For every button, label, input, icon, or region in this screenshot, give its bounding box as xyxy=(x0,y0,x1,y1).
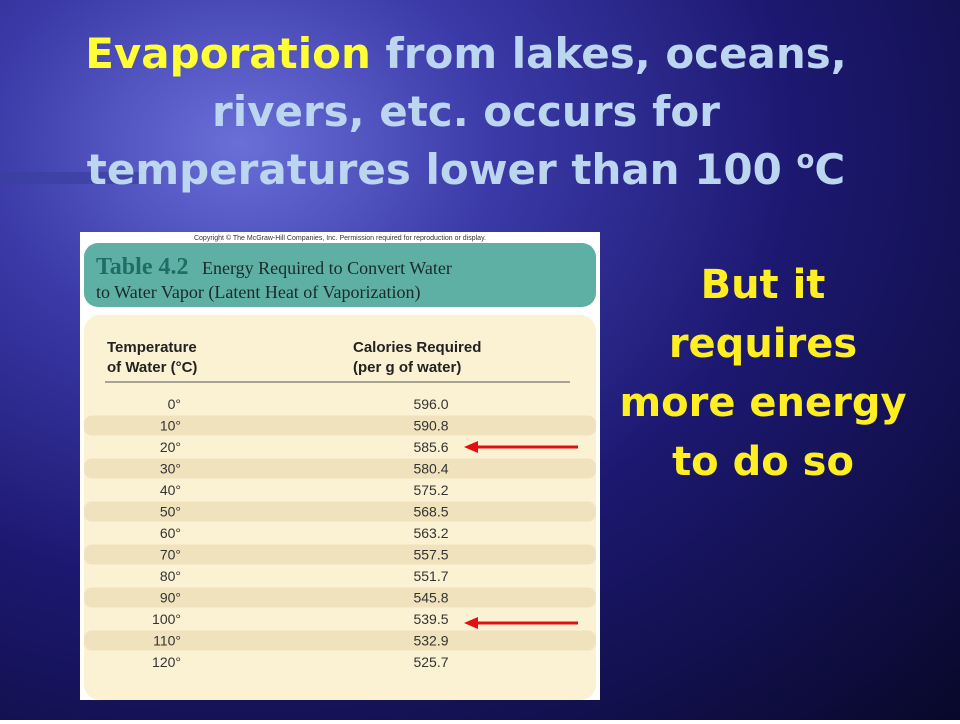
column-header: Calories Required xyxy=(353,339,481,356)
calories-cell: 539.5 xyxy=(413,611,448,627)
row-stripe xyxy=(84,630,596,651)
side-text-line: to do so xyxy=(672,439,854,485)
calories-cell: 580.4 xyxy=(413,461,448,477)
arrow xyxy=(464,441,578,453)
temperature-cell: 70° xyxy=(160,547,181,563)
title-unit: C xyxy=(814,145,845,194)
temperature-cell: 80° xyxy=(160,568,181,584)
side-text-line: But it xyxy=(701,262,826,308)
temperature-cell: 120° xyxy=(152,654,181,670)
copyright: Copyright © The McGraw-Hill Companies, I… xyxy=(194,234,486,242)
table: Temperature of Water (°C) Calories Require… xyxy=(84,339,596,670)
calories-cell: 590.8 xyxy=(413,418,448,434)
column-header: Temperature xyxy=(107,339,197,356)
temperature-cell: 90° xyxy=(160,590,181,606)
column-header: (per g of water) xyxy=(353,359,461,376)
arrow xyxy=(464,617,578,629)
accent-bar xyxy=(0,172,140,184)
title-text: temperatures lower than 100 xyxy=(87,145,782,194)
temperature-cell: 10° xyxy=(160,418,181,434)
calories-cell: 596.0 xyxy=(413,396,448,412)
temperature-cell: 60° xyxy=(160,525,181,541)
title-highlight: Evaporation xyxy=(85,29,371,78)
calories-cell: 545.8 xyxy=(413,590,448,606)
calories-cell: 551.7 xyxy=(413,568,448,584)
table-label: Table 4.2 xyxy=(96,254,188,280)
table-caption: to Water Vapor (Latent Heat of Vaporizat… xyxy=(96,282,420,303)
temperature-cell: 40° xyxy=(160,482,181,498)
temperature-cell: 30° xyxy=(160,461,181,477)
calories-cell: 563.2 xyxy=(413,525,448,541)
row-stripe xyxy=(84,501,596,522)
title-line: rivers, etc. occurs for xyxy=(212,87,720,136)
title-superscript: o xyxy=(797,145,815,175)
table-caption: Energy Required to Convert Water xyxy=(202,258,452,278)
side-text-line: requires xyxy=(669,321,857,367)
row-stripe xyxy=(84,544,596,565)
temperature-cell: 100° xyxy=(152,611,181,627)
row-stripe xyxy=(84,587,596,608)
row-stripe xyxy=(84,458,596,479)
calories-cell: 568.5 xyxy=(413,504,448,520)
title-line: temperatures lower than 100 oC xyxy=(87,145,845,194)
row-stripe xyxy=(84,415,596,436)
temperature-cell: 0° xyxy=(168,396,181,412)
calories-cell: 525.7 xyxy=(413,654,448,670)
calories-cell: 557.5 xyxy=(413,547,448,563)
calories-cell: 532.9 xyxy=(413,633,448,649)
temperature-cell: 20° xyxy=(160,439,181,455)
side-text: But it requires more energy to do so xyxy=(619,262,906,485)
side-text-line: more energy xyxy=(619,380,906,426)
title-text: from lakes, oceans, xyxy=(385,29,846,78)
calories-cell: 585.6 xyxy=(413,439,448,455)
temperature-cell: 50° xyxy=(160,504,181,520)
title-line: Evaporation from lakes, oceans, xyxy=(85,29,847,78)
column-header: of Water (°C) xyxy=(107,359,197,376)
calories-cell: 575.2 xyxy=(413,482,448,498)
temperature-cell: 110° xyxy=(153,633,181,649)
table-header-band xyxy=(84,243,596,307)
